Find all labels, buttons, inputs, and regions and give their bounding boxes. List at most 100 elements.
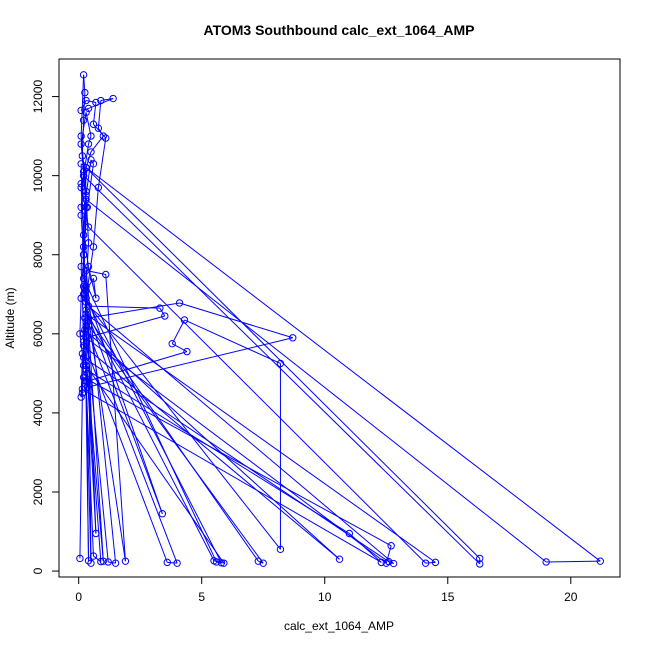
data-point <box>82 294 90 302</box>
series-segment <box>85 313 436 563</box>
series-segment <box>83 175 481 565</box>
data-point <box>92 98 100 107</box>
data-point <box>158 510 167 518</box>
series-segment <box>85 381 92 564</box>
series-segment <box>105 274 126 562</box>
series-segment <box>85 315 165 339</box>
series-segment <box>546 560 601 563</box>
series-segment <box>349 533 382 563</box>
series-segment <box>85 321 264 564</box>
data-point <box>345 529 354 538</box>
series-segment <box>85 270 117 564</box>
data-point <box>175 299 184 307</box>
data-point <box>84 557 93 565</box>
series-segment <box>85 167 481 559</box>
data-point <box>82 365 90 374</box>
data-point <box>109 94 117 103</box>
data-point <box>121 557 130 565</box>
data-point <box>77 140 85 148</box>
data-point <box>87 132 95 140</box>
series-segment <box>83 357 389 562</box>
data-point <box>82 377 90 385</box>
data-point <box>259 559 267 567</box>
data-point <box>82 310 90 318</box>
series-points <box>76 71 605 568</box>
series-segment <box>85 198 547 563</box>
series-segment <box>85 365 225 564</box>
data-point <box>89 243 98 251</box>
data-point <box>83 369 91 378</box>
data-point <box>82 195 90 204</box>
series-lines <box>79 74 601 565</box>
series-segment <box>258 560 264 564</box>
y-tick-label: 12000 <box>31 80 45 114</box>
x-axis: 0 5 10 15 20 <box>75 576 578 604</box>
data-point <box>82 266 90 275</box>
data-point <box>82 282 90 291</box>
data-point <box>84 322 93 330</box>
series-segment <box>83 207 88 255</box>
data-point <box>84 104 93 113</box>
series-segment <box>85 112 92 137</box>
series-segment <box>97 100 102 129</box>
series-segment <box>80 100 87 111</box>
series-segment <box>88 135 92 145</box>
data-point <box>77 179 85 188</box>
y-tick-label: 8000 <box>31 241 45 268</box>
data-point <box>92 294 100 302</box>
series-segment <box>167 561 178 564</box>
data-point <box>82 164 90 172</box>
series-segment <box>79 393 83 559</box>
data-point <box>84 302 93 310</box>
data-point <box>161 312 169 320</box>
y-tick-label: 4000 <box>31 399 45 426</box>
data-point <box>79 282 88 291</box>
data-point <box>387 542 395 550</box>
data-point <box>79 274 88 283</box>
series-segment <box>86 163 94 208</box>
series-segment <box>85 309 215 562</box>
data-point <box>217 559 226 567</box>
data-point <box>77 132 85 140</box>
data-point <box>82 286 90 295</box>
series-segment <box>85 100 97 103</box>
data-point <box>89 274 98 283</box>
series-segment <box>83 376 392 547</box>
data-point <box>81 290 89 298</box>
x-tick-label: 10 <box>318 590 332 604</box>
series-segment <box>92 187 99 247</box>
data-point <box>382 559 390 567</box>
data-point <box>82 96 90 105</box>
data-point <box>82 306 90 314</box>
data-point <box>79 361 88 370</box>
series-segment <box>83 278 217 563</box>
data-point <box>94 183 103 192</box>
series-segment <box>83 234 90 267</box>
data-point <box>79 373 88 382</box>
data-point <box>389 559 398 568</box>
data-point <box>210 557 218 565</box>
series-segment <box>79 298 82 334</box>
data-point <box>94 124 103 132</box>
data-point <box>168 340 176 348</box>
series-segment <box>80 254 85 299</box>
data-point <box>79 251 88 259</box>
series-segment <box>80 187 85 235</box>
data-point <box>82 334 90 342</box>
data-point <box>82 298 90 306</box>
data-point <box>276 359 285 368</box>
data-point <box>82 357 90 366</box>
data-point <box>421 559 430 567</box>
data-point <box>79 71 88 79</box>
data-point <box>79 167 88 176</box>
data-point <box>77 211 85 219</box>
y-tick-label: 6000 <box>31 320 45 347</box>
series-segment <box>85 195 90 243</box>
series-segment <box>84 294 126 562</box>
data-point <box>276 545 285 554</box>
series-segment <box>81 120 85 156</box>
x-tick-label: 0 <box>75 590 82 604</box>
series-segment <box>171 319 185 344</box>
series-segment <box>88 317 259 562</box>
data-point <box>79 231 88 239</box>
